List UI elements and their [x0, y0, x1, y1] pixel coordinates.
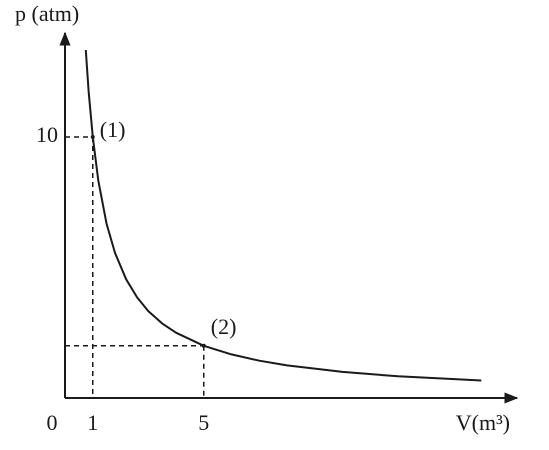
x-tick-label: 1: [87, 410, 98, 435]
state-label: (1): [100, 117, 126, 142]
y-axis-label: p (atm): [15, 1, 79, 26]
curve: [84, 50, 482, 382]
x-tick-label: 5: [198, 410, 209, 435]
state-point: [201, 343, 206, 348]
origin-label: 0: [47, 410, 58, 435]
y-tick-label: 10: [36, 122, 58, 147]
state-point: [90, 134, 95, 139]
x-axis-label: V(m³): [456, 410, 510, 435]
state-label: (2): [211, 314, 237, 339]
